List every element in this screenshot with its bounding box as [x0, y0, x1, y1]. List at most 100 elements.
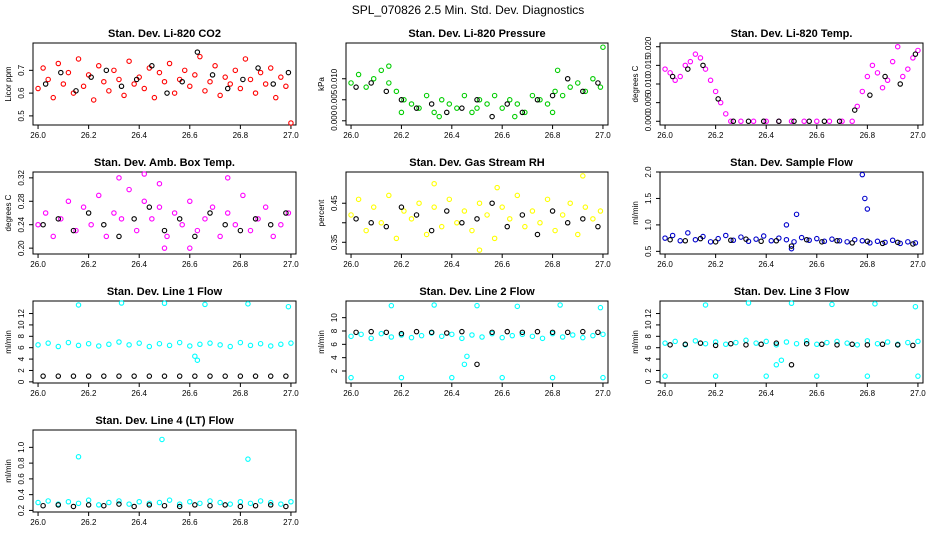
data-point	[803, 338, 810, 344]
data-point	[222, 373, 228, 379]
data-point	[836, 118, 843, 125]
data-point	[116, 76, 122, 83]
data-point	[222, 502, 228, 508]
data-point	[378, 330, 385, 337]
data-point	[722, 232, 729, 239]
data-point	[522, 223, 528, 230]
data-point	[348, 374, 354, 381]
data-point	[126, 342, 132, 348]
data-point	[161, 300, 168, 307]
data-point	[682, 238, 689, 244]
data-point	[760, 118, 767, 125]
x-tick-label: 27.0	[283, 260, 299, 269]
data-point	[35, 221, 41, 228]
data-point	[386, 192, 392, 199]
data-point	[363, 84, 369, 90]
data-point	[202, 216, 208, 222]
data-point	[232, 221, 239, 228]
data-point	[166, 497, 173, 503]
data-point	[156, 204, 163, 210]
x-tick-label: 27.0	[283, 131, 299, 140]
data-point	[849, 341, 855, 348]
data-point	[96, 502, 102, 508]
data-point	[161, 502, 168, 509]
data-point	[499, 204, 505, 210]
data-point	[111, 210, 117, 216]
data-point	[70, 227, 77, 234]
data-point	[141, 85, 148, 92]
data-point	[70, 373, 77, 379]
data-point	[590, 332, 596, 339]
y-tick-label: 2	[17, 368, 26, 373]
data-point	[509, 332, 516, 339]
data-point	[662, 66, 668, 72]
data-point	[103, 233, 110, 240]
data-point	[75, 342, 82, 349]
data-point	[849, 118, 855, 125]
data-point	[814, 373, 820, 379]
data-point	[65, 339, 72, 346]
data-point	[116, 233, 122, 240]
data-point	[428, 227, 435, 234]
data-point	[285, 303, 292, 310]
data-point	[479, 334, 485, 340]
data-point	[116, 373, 122, 379]
x-tick-label: 27.0	[595, 260, 611, 269]
data-point	[682, 62, 689, 69]
data-point	[484, 212, 490, 218]
data-point	[207, 210, 213, 216]
data-point	[702, 340, 709, 347]
data-point	[575, 231, 581, 238]
data-point	[580, 328, 586, 335]
y-tick-label: 0.2	[17, 504, 26, 516]
y-tick-label: 0.5	[644, 245, 653, 257]
data-point	[40, 502, 46, 509]
data-point	[207, 340, 213, 346]
chart-title: Stan. Dev. Li-820 Pressure	[408, 28, 545, 40]
data-point	[176, 339, 183, 346]
data-point	[283, 373, 289, 379]
data-point	[567, 84, 573, 90]
y-tick-label: 10	[17, 320, 26, 329]
data-point	[166, 60, 173, 67]
data-point	[590, 216, 596, 222]
x-tick-label: 26.4	[131, 518, 147, 527]
y-tick-label: 0.5	[17, 110, 26, 122]
data-point	[257, 340, 264, 347]
data-point	[255, 216, 261, 222]
data-point	[529, 208, 536, 214]
y-axis-label: ml/min	[317, 330, 326, 354]
x-tick-label: 26.2	[708, 389, 724, 398]
data-point	[743, 337, 749, 344]
data-point	[733, 339, 739, 346]
data-point	[156, 499, 163, 506]
data-point	[692, 236, 699, 243]
data-point	[187, 198, 193, 205]
data-point	[760, 233, 767, 239]
data-point	[416, 200, 422, 206]
x-tick-label: 26.6	[182, 260, 198, 269]
data-point	[793, 340, 800, 347]
data-point	[161, 227, 168, 234]
data-point	[370, 75, 377, 82]
data-point	[692, 51, 699, 57]
data-point	[702, 302, 709, 308]
data-point	[222, 221, 228, 228]
y-axis-label: degrees C	[631, 65, 640, 102]
chart-title: Stan. Dev. Gas Stream RH	[409, 157, 545, 169]
data-point	[702, 66, 709, 72]
data-point	[194, 357, 201, 363]
data-point	[428, 329, 435, 336]
data-point	[915, 47, 921, 54]
data-point	[544, 196, 551, 203]
data-point	[197, 341, 203, 348]
data-point	[544, 101, 551, 107]
y-tick-label: 0	[17, 379, 26, 384]
data-point	[905, 339, 911, 346]
x-tick-label: 26.0	[343, 260, 359, 269]
data-point	[65, 69, 72, 76]
x-tick-label: 26.4	[444, 389, 460, 398]
data-point	[476, 247, 483, 253]
data-point	[131, 373, 137, 379]
data-point	[207, 502, 213, 509]
